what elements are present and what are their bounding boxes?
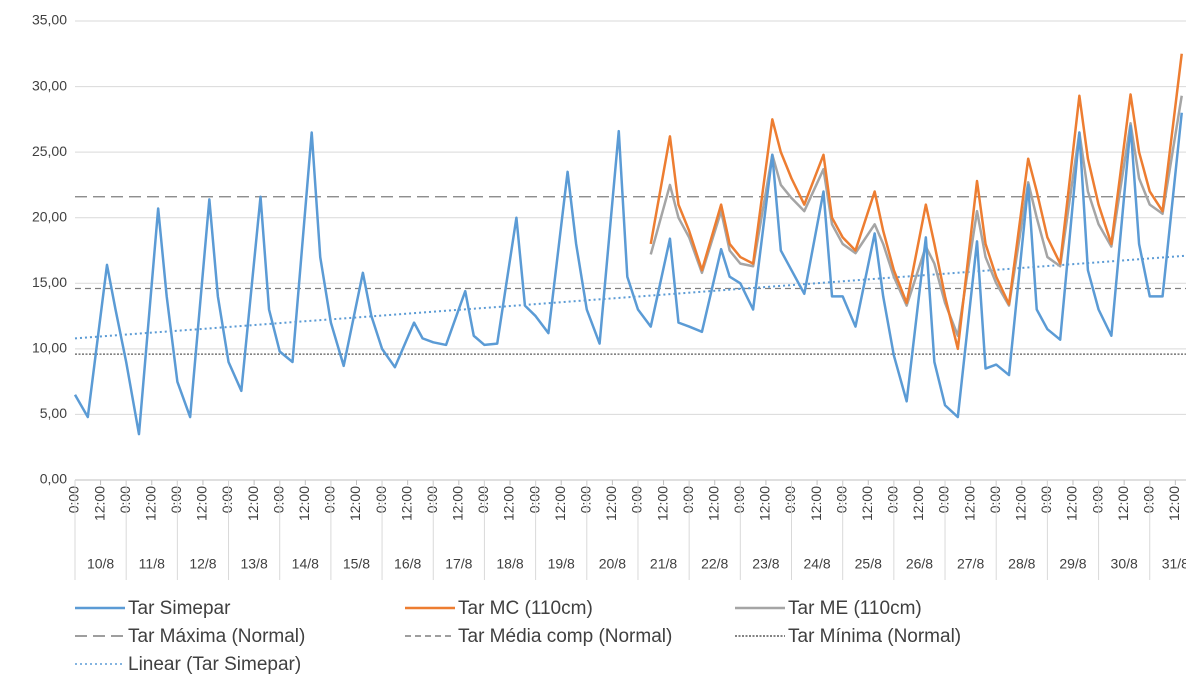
day-label: 29/8: [1059, 556, 1086, 572]
x-tick-label: 0:00: [680, 486, 696, 513]
day-label: 14/8: [292, 556, 319, 572]
y-tick-label: 30,00: [32, 77, 67, 93]
day-label: 13/8: [240, 556, 267, 572]
y-tick-label: 20,00: [32, 208, 67, 224]
series-line: [649, 53, 1183, 351]
x-tick-label: 0:00: [66, 486, 82, 513]
y-tick-label: 10,00: [32, 340, 67, 356]
day-label: 18/8: [496, 556, 523, 572]
y-tick-label: 15,00: [32, 274, 67, 290]
x-tick-label: 12:00: [1013, 486, 1029, 521]
series-line: [649, 95, 1183, 337]
x-tick-label: 12:00: [347, 486, 363, 521]
day-label: 20/8: [599, 556, 626, 572]
x-tick-label: 12:00: [194, 486, 210, 521]
x-tick-label: 12:00: [142, 486, 158, 521]
day-label: 24/8: [803, 556, 830, 572]
legend-label: Tar Simepar: [128, 598, 231, 619]
x-tick-label: 12:00: [91, 486, 107, 521]
day-label: 15/8: [343, 556, 370, 572]
x-tick-label: 12:00: [398, 486, 414, 521]
trend-line: [74, 254, 1186, 340]
x-tick-label: 0:00: [1089, 486, 1105, 513]
x-tick-label: 12:00: [757, 486, 773, 521]
x-tick-label: 0:00: [1140, 486, 1156, 513]
y-tick-label: 35,00: [32, 12, 67, 28]
x-tick-label: 12:00: [1166, 486, 1182, 521]
x-tick-label: 12:00: [808, 486, 824, 521]
x-tick-label: 0:00: [833, 486, 849, 513]
day-label: 16/8: [394, 556, 421, 572]
x-tick-label: 0:00: [219, 486, 235, 513]
x-tick-label: 0:00: [936, 486, 952, 513]
x-tick-label: 0:00: [1038, 486, 1054, 513]
day-label: 11/8: [139, 556, 165, 572]
x-tick-label: 12:00: [859, 486, 875, 521]
legend-label: Tar ME (110cm): [788, 598, 922, 619]
x-tick-label: 12:00: [501, 486, 517, 521]
day-label: 22/8: [701, 556, 728, 572]
x-tick-label: 0:00: [885, 486, 901, 513]
day-label: 30/8: [1111, 556, 1138, 572]
y-tick-label: 5,00: [40, 405, 67, 421]
x-tick-label: 12:00: [552, 486, 568, 521]
x-tick-label: 12:00: [296, 486, 312, 521]
x-tick-label: 0:00: [987, 486, 1003, 513]
day-label: 19/8: [548, 556, 575, 572]
x-tick-label: 12:00: [1115, 486, 1131, 521]
day-label: 31/8: [1162, 556, 1186, 572]
x-tick-label: 12:00: [654, 486, 670, 521]
x-tick-label: 0:00: [629, 486, 645, 513]
day-label: 25/8: [855, 556, 882, 572]
x-tick-label: 0:00: [526, 486, 542, 513]
x-tick-label: 0:00: [322, 486, 338, 513]
x-tick-label: 0:00: [731, 486, 747, 513]
day-label: 27/8: [957, 556, 984, 572]
legend-label: Tar Máxima (Normal): [128, 626, 305, 647]
x-tick-label: 12:00: [705, 486, 721, 521]
x-tick-label: 12:00: [450, 486, 466, 521]
x-tick-label: 0:00: [270, 486, 286, 513]
day-label: 21/8: [650, 556, 677, 572]
day-label: 10/8: [87, 556, 114, 572]
legend-label: Tar MC (110cm): [458, 598, 593, 619]
legend-label: Linear (Tar Simepar): [128, 654, 301, 675]
x-tick-label: 0:00: [373, 486, 389, 513]
day-label: 26/8: [906, 556, 933, 572]
x-tick-label: 12:00: [910, 486, 926, 521]
x-tick-label: 12:00: [603, 486, 619, 521]
series-line: [73, 112, 1183, 436]
legend-label: Tar Mínima (Normal): [788, 626, 961, 647]
x-tick-label: 0:00: [424, 486, 440, 513]
x-tick-label: 0:00: [475, 486, 491, 513]
x-tick-label: 0:00: [168, 486, 184, 513]
day-label: 17/8: [445, 556, 472, 572]
x-tick-label: 0:00: [782, 486, 798, 513]
y-tick-label: 0,00: [40, 471, 67, 487]
x-tick-label: 0:00: [577, 486, 593, 513]
x-tick-label: 12:00: [1064, 486, 1080, 521]
x-tick-label: 0:00: [117, 486, 133, 513]
legend-label: Tar Média comp (Normal): [458, 626, 672, 647]
y-tick-label: 25,00: [32, 143, 67, 159]
x-tick-label: 12:00: [961, 486, 977, 521]
day-label: 12/8: [189, 556, 216, 572]
day-label: 28/8: [1008, 556, 1035, 572]
day-label: 23/8: [752, 556, 779, 572]
x-tick-label: 12:00: [245, 486, 261, 521]
